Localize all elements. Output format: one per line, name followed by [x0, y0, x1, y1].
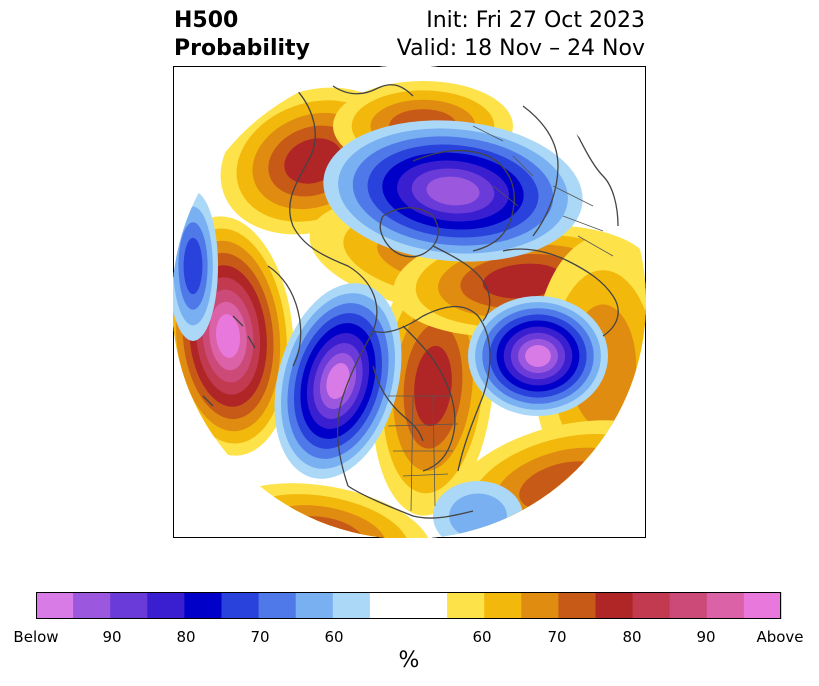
colorbar-cell	[669, 592, 708, 619]
colorbar-tick-label: 90	[696, 628, 716, 646]
colorbar-tick-label: 60	[324, 628, 344, 646]
colorbar-cell	[36, 592, 74, 619]
colorbar-tick-label: 70	[547, 628, 567, 646]
colorbar-unit: %	[398, 648, 420, 673]
colorbar-cell	[447, 592, 485, 619]
colorbar-cell	[184, 592, 222, 619]
title-line1: H500	[174, 8, 239, 33]
colorbar-cell	[258, 592, 297, 619]
valid-range: Valid: 18 Nov – 24 Nov	[396, 36, 645, 61]
colorbar-tick-label: 60	[472, 628, 492, 646]
colorbar-cell	[110, 592, 148, 619]
positive-anomaly-contour	[215, 314, 241, 358]
coastlines	[202, 84, 619, 519]
colorbar-border	[36, 592, 781, 619]
init-date: Init: Fri 27 Oct 2023	[426, 8, 645, 33]
colorbar-cell	[484, 592, 522, 619]
colorbar-tick-label: 80	[622, 628, 642, 646]
colorbar	[36, 592, 782, 619]
colorbar-cell	[632, 592, 671, 619]
colorbar-cell	[706, 592, 745, 619]
probability-map	[173, 66, 646, 538]
colorbar-tick-label: Above	[756, 628, 804, 646]
negative-anomaly-contour	[525, 345, 551, 367]
negative-anomaly-contour	[426, 176, 480, 206]
colorbar-tick-label: 80	[176, 628, 196, 646]
positive-anomaly-contour	[482, 263, 564, 299]
colorbar-cell	[558, 592, 596, 619]
colorbar-cell	[595, 592, 634, 619]
positive-anomaly-contour	[414, 345, 452, 427]
colorbar-cell	[521, 592, 559, 619]
colorbar-cell	[743, 592, 782, 619]
colorbar-cell	[147, 592, 185, 619]
colorbar-tick-label: 70	[250, 628, 270, 646]
colorbar-tick-label: Below	[13, 628, 59, 646]
colorbar-tick-label: 90	[102, 628, 122, 646]
negative-anomaly-contour	[326, 363, 350, 399]
colorbar-cell	[332, 592, 371, 619]
title-line2: Probability	[174, 36, 310, 61]
negative-anomaly-contour	[183, 237, 203, 295]
colorbar-cell	[295, 592, 334, 619]
colorbar-cell	[73, 592, 111, 619]
colorbar-cell-neutral	[369, 592, 448, 619]
colorbar-cell	[221, 592, 260, 619]
